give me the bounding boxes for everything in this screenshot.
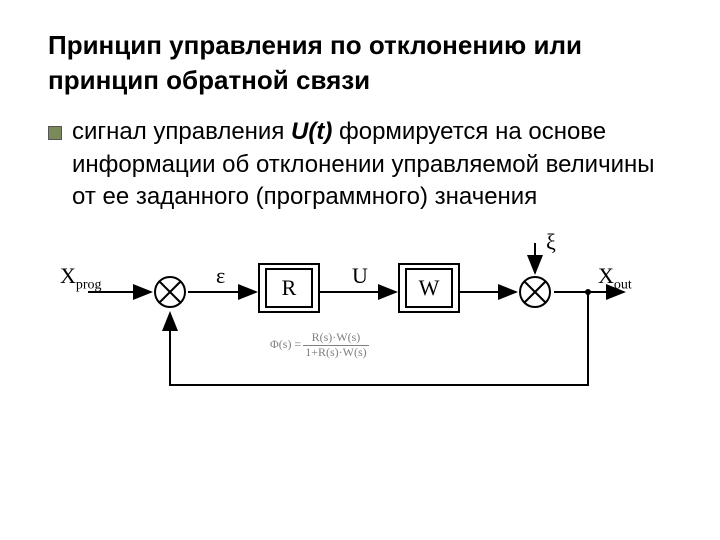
title-line-2: принцип обратной связи [48,65,370,95]
block-diagram: Xprog ε R U W [58,235,638,435]
block-r: R [258,263,320,313]
block-w: W [398,263,460,313]
body-text: сигнал управления U(t) формируется на ос… [72,116,672,213]
summing-junction-2 [518,275,552,309]
title-line-1: Принцип управления по отклонению или [48,30,582,60]
label-u: U [352,263,368,289]
transfer-function-formula: Φ(s) = R(s)·W(s) 1+R(s)·W(s) [268,331,369,358]
label-xout: Xout [598,263,632,293]
body-row: сигнал управления U(t) формируется на ос… [48,116,672,213]
label-epsilon: ε [216,263,225,289]
label-xprog: Xprog [60,263,102,293]
summing-junction-1 [153,275,187,309]
slide-title: Принцип управления по отклонению или при… [48,28,672,98]
body-signal: U(t) [291,118,332,145]
bullet-icon [48,126,62,140]
body-pre: сигнал управления [72,118,291,145]
label-xi: ξ [546,229,556,255]
